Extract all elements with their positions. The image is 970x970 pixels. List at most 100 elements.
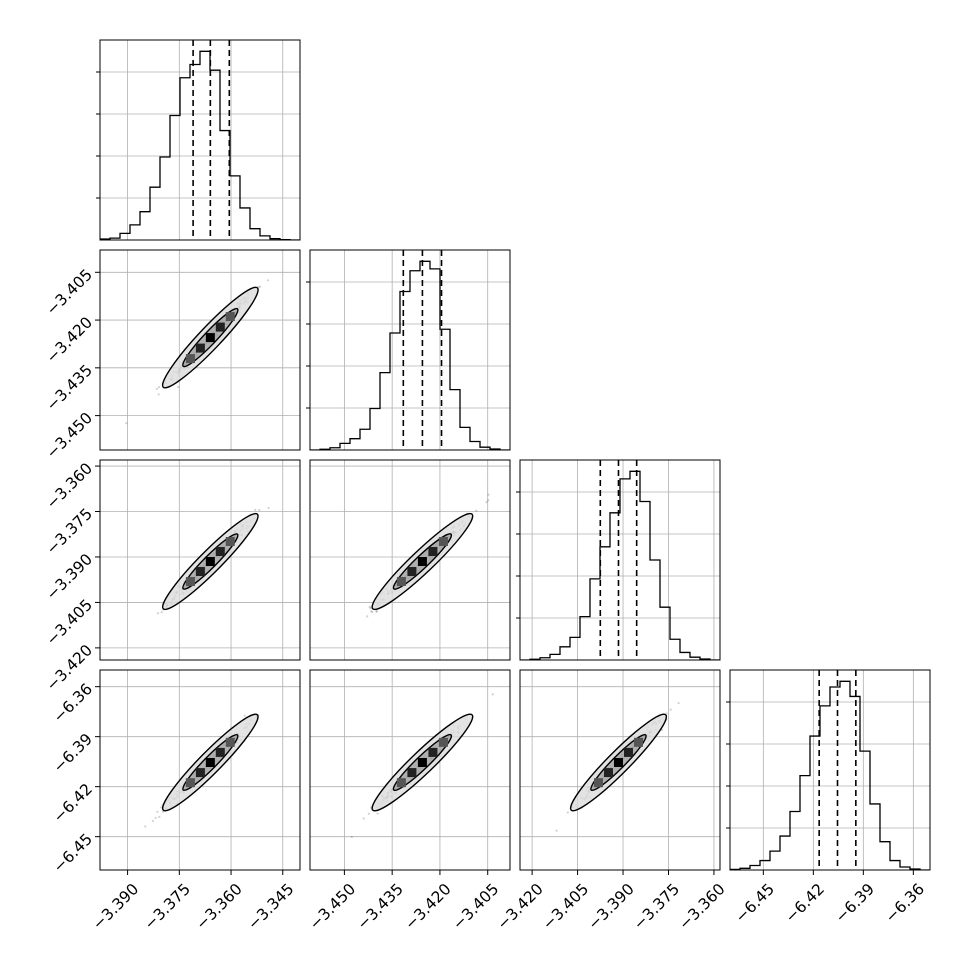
density-cell bbox=[417, 557, 427, 567]
density-cell bbox=[225, 537, 235, 547]
panel-frame bbox=[519, 459, 721, 661]
density-cell bbox=[215, 322, 225, 332]
panel-frame bbox=[99, 459, 301, 661]
y-tick-label: −3.420 bbox=[43, 313, 96, 366]
x-tick-label: −3.375 bbox=[141, 880, 194, 933]
scatter-point bbox=[555, 829, 558, 832]
scatter-point bbox=[485, 501, 488, 504]
scatter-point bbox=[566, 811, 569, 814]
density-cell bbox=[438, 537, 448, 547]
density-panel-2-0 bbox=[95, 459, 301, 661]
density-cell bbox=[613, 758, 623, 767]
x-tick-label: −3.375 bbox=[630, 880, 683, 933]
scatter-point bbox=[177, 385, 180, 389]
x-tick-label: −3.435 bbox=[354, 880, 407, 933]
y-tick-label: −3.360 bbox=[43, 459, 96, 512]
density-cell bbox=[623, 747, 633, 757]
x-tick-label: −3.405 bbox=[449, 880, 502, 933]
plot-root: −3.450−3.435−3.420−3.405−3.420−3.405−3.3… bbox=[43, 39, 931, 933]
histogram-panel-0 bbox=[96, 39, 301, 241]
scatter-point bbox=[362, 817, 365, 820]
y-tick-label: −6.42 bbox=[50, 780, 96, 826]
histogram-step-line bbox=[520, 470, 720, 660]
scatter-point bbox=[160, 611, 163, 614]
density-cell bbox=[428, 547, 438, 557]
scatter-point bbox=[258, 508, 261, 512]
x-tick-label: −3.405 bbox=[539, 880, 592, 933]
y-tick-label: −3.390 bbox=[43, 550, 96, 603]
density-cell bbox=[225, 312, 235, 322]
scatter-point bbox=[475, 509, 478, 512]
x-tick-label: −3.450 bbox=[306, 880, 359, 933]
histogram-panel-2 bbox=[516, 459, 721, 661]
scatter-point bbox=[375, 610, 378, 613]
density-panel-2-1 bbox=[309, 459, 511, 661]
histogram-panel-3 bbox=[726, 669, 931, 875]
density-cell bbox=[396, 577, 406, 587]
x-tick-label: −3.345 bbox=[244, 880, 297, 933]
density-cell bbox=[195, 768, 205, 778]
x-tick-label: −6.42 bbox=[782, 880, 828, 926]
histogram-step-line bbox=[730, 680, 930, 870]
density-cell bbox=[225, 737, 235, 747]
density-cell bbox=[205, 557, 215, 567]
density-cell bbox=[407, 567, 417, 577]
panel-frame bbox=[309, 459, 511, 661]
scatter-point bbox=[258, 285, 262, 288]
scatter-point bbox=[254, 508, 257, 512]
histogram-step-line bbox=[310, 260, 510, 450]
density-cell bbox=[185, 354, 195, 364]
scatter-point bbox=[267, 279, 270, 282]
scatter-point bbox=[368, 605, 371, 608]
scatter-point bbox=[375, 610, 378, 613]
density-panel-1-0 bbox=[95, 249, 301, 451]
density-cell bbox=[396, 778, 406, 788]
density-cell bbox=[215, 547, 225, 557]
scatter-point bbox=[267, 506, 270, 510]
density-cell bbox=[417, 758, 427, 767]
density-cell bbox=[195, 343, 205, 353]
density-cell bbox=[438, 737, 448, 747]
x-tick-label: −3.390 bbox=[584, 880, 637, 933]
scatter-point bbox=[160, 806, 163, 809]
panel-frame bbox=[519, 669, 721, 871]
scatter-point bbox=[669, 708, 672, 711]
density-panel-3-1 bbox=[309, 669, 511, 875]
x-tick-label: −6.39 bbox=[832, 880, 878, 926]
panel-frame bbox=[99, 669, 301, 871]
scatter-point bbox=[369, 606, 372, 610]
x-tick-label: −3.360 bbox=[192, 880, 245, 933]
y-tick-label: −3.405 bbox=[43, 596, 96, 649]
scatter-point bbox=[376, 812, 379, 815]
histogram-panel-1 bbox=[306, 249, 511, 451]
scatter-point bbox=[125, 422, 128, 425]
scatter-point bbox=[371, 610, 374, 614]
scatter-point bbox=[157, 393, 160, 396]
scatter-point bbox=[677, 702, 680, 705]
y-tick-label: −6.45 bbox=[50, 830, 96, 876]
x-tick-label: −3.390 bbox=[89, 880, 142, 933]
panel-frame bbox=[309, 249, 511, 451]
scatter-point bbox=[487, 493, 490, 496]
x-tick-label: −3.360 bbox=[675, 880, 728, 933]
density-panel-3-2 bbox=[519, 669, 721, 875]
scatter-point bbox=[157, 386, 161, 389]
x-tick-label: −6.36 bbox=[882, 880, 928, 926]
y-tick-label: −3.405 bbox=[43, 266, 96, 319]
density-panel-3-0 bbox=[95, 669, 301, 875]
scatter-point bbox=[158, 815, 161, 819]
density-cell bbox=[603, 768, 613, 778]
x-tick-label: −3.420 bbox=[494, 880, 547, 933]
density-cell bbox=[428, 747, 438, 757]
density-cell bbox=[593, 778, 603, 788]
scatter-point bbox=[154, 816, 157, 819]
density-cell bbox=[407, 768, 417, 778]
scatter-point bbox=[156, 612, 160, 615]
scatter-point bbox=[156, 810, 159, 813]
panel-frame bbox=[729, 669, 931, 871]
density-cell bbox=[185, 778, 195, 788]
scatter-point bbox=[155, 387, 158, 391]
x-tick-label: −3.420 bbox=[401, 880, 454, 933]
scatter-point bbox=[491, 693, 494, 696]
